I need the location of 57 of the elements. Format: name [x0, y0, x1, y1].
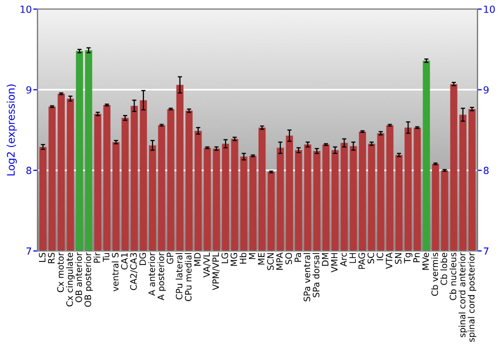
x-tick-label: SCN — [267, 253, 274, 270]
x-tick-label: ME — [258, 252, 264, 265]
y-tick-label: 8 — [26, 166, 32, 174]
x-tick-label: MVe — [422, 252, 429, 270]
x-tick-label: VTA — [386, 252, 392, 269]
x-tick-label: DM — [322, 253, 328, 266]
x-tick-label: IC — [376, 252, 384, 260]
x-tick-label: Cx cingulate — [66, 252, 75, 306]
x-tick-label: Cx motor — [57, 252, 64, 292]
y2-tick-label: 10 — [484, 6, 495, 13]
y-axis-title: Log2 (expression) — [6, 84, 17, 176]
x-tick-label: Tg — [404, 253, 412, 264]
x-tick-label: MPA — [276, 252, 283, 270]
x-tick-label: A posterior — [157, 252, 166, 300]
x-tick-label: M — [248, 253, 256, 260]
y-tick-label: 10 — [20, 6, 32, 13]
x-tick-label: VMH — [331, 253, 338, 272]
x-tick-label: OB anterior — [75, 252, 82, 302]
x-tick-label: PAG — [358, 253, 366, 269]
x-tick-label: Arc — [340, 252, 347, 266]
x-tick-label: spinal cord anterior — [458, 252, 468, 338]
x-tick-label: DG — [139, 253, 146, 265]
x-tick-label: Pn — [413, 253, 420, 262]
x-tick-label: CPu medial — [184, 253, 192, 302]
x-tick-label: LH — [349, 253, 356, 263]
x-tick-label: Pir — [94, 252, 100, 263]
x-tick-label: CA1 — [121, 253, 128, 270]
x-tick-label: VA/VL — [203, 252, 211, 278]
x-tick-label: Tu — [102, 253, 110, 262]
x-tick-label: SN — [394, 253, 402, 264]
y-tick-label: 9 — [26, 86, 32, 94]
x-tick-label: SPa ventral — [303, 253, 310, 302]
x-tick-label: A anterior — [148, 252, 156, 296]
x-tick-label: VPM/VPL — [212, 252, 220, 290]
x-tick-label: MD — [194, 252, 201, 266]
x-tick-label: MG — [230, 253, 238, 266]
x-tick-label: CPu lateral — [176, 253, 182, 300]
x-tick-label: LG — [221, 253, 228, 264]
x-tick-label: Pa — [294, 253, 302, 262]
x-tick-label: SO — [285, 252, 292, 264]
y2-tick-label: 8 — [484, 166, 489, 174]
x-tick-label: SPa dorsal — [312, 253, 320, 298]
y2-tick-label: 9 — [484, 86, 489, 94]
x-tick-label: GP — [166, 252, 174, 264]
x-tick-label: LS — [38, 252, 46, 262]
x-tick-label: ventral S — [112, 252, 119, 292]
x-tick-label: Cb lobe — [440, 252, 448, 286]
x-tick-label: OB posterior — [84, 252, 93, 307]
x-tick-label: spinal cord posterior — [468, 252, 476, 342]
x-tick-label: CA2/CA3 — [130, 253, 138, 290]
x-tick-label: SC — [368, 252, 374, 264]
x-tick-label: Cb nucleus — [450, 252, 456, 300]
y-tick-label: 7 — [26, 248, 32, 255]
y2-tick-label: 7 — [484, 248, 488, 255]
x-tick-label: Cb vermis — [431, 252, 438, 296]
x-tick-label: RS — [48, 252, 55, 264]
x-tick-label: Hb — [240, 252, 246, 264]
